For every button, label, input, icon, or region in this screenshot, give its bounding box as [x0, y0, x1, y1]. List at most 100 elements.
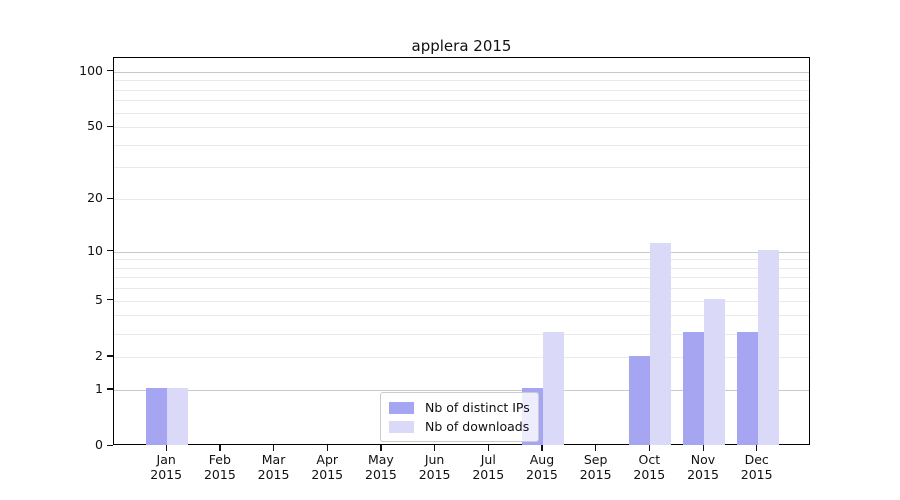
x-tick-year: 2015 — [257, 467, 290, 482]
minor-gridline — [114, 288, 809, 290]
bar-distinct-ips — [146, 388, 168, 445]
x-tick-month: Sep — [583, 452, 608, 467]
x-tick-mark — [434, 445, 436, 451]
x-tick-label-jul: Jul 2015 — [461, 452, 515, 482]
bar-distinct-ips — [736, 332, 758, 445]
x-tick-label-may: May 2015 — [354, 452, 408, 482]
minor-gridline — [114, 333, 809, 335]
x-tick-year: 2015 — [311, 467, 344, 482]
x-tick-month: Mar — [261, 452, 286, 467]
bar-downloads — [167, 388, 189, 445]
x-tick-month: Aug — [529, 452, 555, 467]
y-tick-label: 50 — [87, 118, 103, 134]
x-tick-year: 2015 — [472, 467, 505, 482]
x-tick-mark — [756, 445, 758, 451]
legend-swatch — [389, 401, 414, 414]
minor-gridline — [114, 199, 809, 201]
legend-label: Nb of downloads — [425, 419, 530, 434]
x-tick-month: May — [367, 452, 394, 467]
x-tick-label-mar: Mar 2015 — [247, 452, 301, 482]
x-tick-month: Nov — [690, 452, 716, 467]
y-tick-mark — [107, 125, 113, 127]
y-tick-label: 5 — [95, 291, 103, 307]
x-tick-month: Dec — [744, 452, 769, 467]
bar-distinct-ips — [629, 355, 651, 445]
chart-title: applera 2015 — [411, 37, 512, 55]
y-tick-label: 100 — [79, 62, 103, 78]
legend-item: Nb of distinct IPs — [389, 398, 530, 417]
x-tick-year: 2015 — [203, 467, 236, 482]
x-tick-mark — [595, 445, 597, 451]
plot-area — [113, 57, 810, 445]
x-tick-mark — [273, 445, 275, 451]
minor-gridline — [114, 127, 809, 129]
x-tick-label-dec: Dec 2015 — [730, 452, 784, 482]
x-tick-label-apr: Apr 2015 — [300, 452, 354, 482]
major-gridline — [114, 71, 809, 73]
x-tick-month: Jun — [424, 452, 445, 467]
y-tick-mark — [107, 299, 113, 301]
x-tick-year: 2015 — [687, 467, 719, 482]
minor-gridline — [114, 80, 809, 82]
legend-label: Nb of distinct IPs — [425, 400, 530, 415]
minor-gridline — [114, 259, 809, 261]
x-tick-year: 2015 — [579, 467, 612, 482]
x-tick-year: 2015 — [740, 467, 773, 482]
minor-gridline — [114, 167, 809, 169]
minor-gridline — [114, 267, 809, 269]
x-tick-label-sep: Sep 2015 — [569, 452, 623, 482]
minor-gridline — [114, 356, 809, 358]
x-tick-label-nov: Nov 2015 — [676, 452, 730, 482]
y-tick-mark — [107, 197, 113, 199]
bar-downloads — [542, 332, 564, 445]
major-gridline — [114, 251, 809, 253]
x-tick-label-jun: Jun 2015 — [408, 452, 462, 482]
y-tick-label: 1 — [95, 380, 103, 396]
x-tick-mark — [648, 445, 651, 451]
minor-gridline — [114, 300, 809, 302]
x-tick-year: 2015 — [365, 467, 397, 482]
x-tick-month: Jul — [480, 452, 496, 467]
bar-distinct-ips — [683, 332, 704, 445]
x-tick-year: 2015 — [526, 467, 558, 482]
x-tick-label-feb: Feb 2015 — [193, 452, 247, 482]
y-tick-mark — [107, 388, 113, 390]
y-tick-mark — [107, 70, 113, 72]
x-tick-mark — [702, 445, 704, 451]
minor-gridline — [114, 315, 809, 317]
x-tick-label-aug: Aug 2015 — [515, 452, 569, 482]
y-tick-mark — [107, 444, 113, 446]
x-tick-mark — [541, 445, 543, 451]
x-tick-month: Oct — [638, 452, 661, 467]
y-tick-label: 20 — [87, 190, 103, 206]
x-tick-mark — [165, 445, 167, 451]
x-tick-label-oct: Oct 2015 — [622, 452, 676, 482]
bar-downloads — [757, 250, 779, 445]
x-tick-mark — [326, 445, 329, 451]
y-tick-label: 0 — [95, 437, 103, 452]
x-tick-year: 2015 — [418, 467, 451, 482]
legend-item: Nb of downloads — [389, 417, 530, 436]
x-tick-month: Feb — [208, 452, 231, 467]
minor-gridline — [114, 144, 809, 146]
x-tick-year: 2015 — [150, 467, 183, 482]
x-tick-mark — [380, 445, 382, 451]
x-tick-mark — [487, 445, 490, 451]
x-tick-mark — [219, 445, 221, 451]
y-tick-mark — [107, 250, 113, 252]
bar-downloads — [704, 299, 725, 445]
y-tick-mark — [107, 355, 113, 357]
x-tick-label-jan: Jan 2015 — [139, 452, 193, 482]
x-tick-month: Apr — [316, 452, 339, 467]
minor-gridline — [114, 100, 809, 102]
y-tick-label: 2 — [95, 347, 103, 363]
minor-gridline — [114, 277, 809, 279]
minor-gridline — [114, 89, 809, 91]
legend-swatch — [389, 420, 414, 433]
major-gridline — [114, 389, 809, 391]
x-tick-year: 2015 — [633, 467, 666, 482]
legend: Nb of distinct IPs Nb of downloads — [380, 392, 539, 442]
bar-downloads — [650, 243, 672, 445]
y-tick-label: 10 — [87, 242, 103, 258]
